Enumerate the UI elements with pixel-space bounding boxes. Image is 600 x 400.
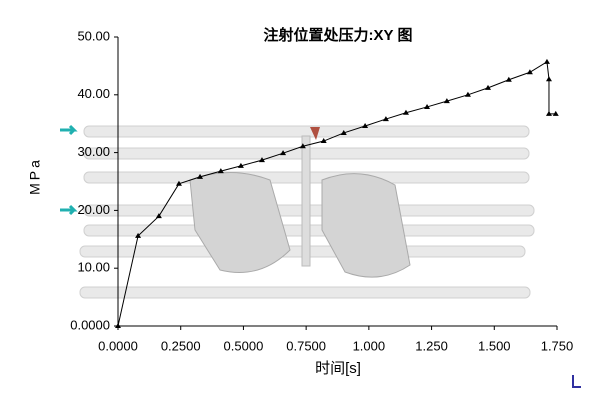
- y-tick-label: 50.00: [77, 28, 110, 43]
- point-marker: [320, 138, 327, 144]
- y-tick-label: 20.00: [77, 202, 110, 217]
- point-marker: [115, 323, 121, 328]
- point-marker: [280, 150, 287, 156]
- y-axis-label: MPa: [27, 157, 43, 195]
- background-model: [60, 124, 581, 388]
- x-axis-label: 时间[s]: [315, 360, 361, 377]
- point-marker: [299, 143, 306, 149]
- point-marker: [424, 103, 431, 109]
- point-marker: [464, 91, 471, 97]
- y-tick-label: 10.00: [77, 260, 110, 275]
- point-marker: [258, 157, 265, 163]
- y-tick-label: 30.00: [77, 144, 110, 159]
- point-marker: [505, 76, 512, 82]
- point-marker: [237, 162, 244, 168]
- x-tick-label: 1.250: [415, 338, 448, 353]
- point-marker: [197, 173, 204, 179]
- x-tick-label: 0.7500: [286, 338, 326, 353]
- point-marker: [443, 98, 450, 104]
- point-marker: [217, 168, 224, 174]
- x-tick-label: 0.2500: [161, 338, 201, 353]
- point-marker: [545, 76, 552, 82]
- point-marker: [175, 180, 182, 186]
- point-marker: [552, 110, 559, 116]
- point-marker: [485, 84, 492, 90]
- point-marker: [135, 232, 142, 238]
- x-tick-label: 1.500: [478, 338, 511, 353]
- x-tick-label: 1.000: [353, 338, 386, 353]
- x-tick-label: 1.750: [541, 338, 574, 353]
- point-marker: [382, 116, 389, 122]
- point-marker: [402, 109, 409, 115]
- point-marker: [340, 129, 347, 135]
- x-tick-label: 0.0000: [98, 338, 138, 353]
- chart-title: 注射位置处压力:XY 图: [264, 26, 413, 44]
- point-marker: [543, 58, 550, 64]
- point-marker: [545, 110, 552, 116]
- point-marker: [362, 123, 369, 129]
- point-marker: [526, 69, 533, 75]
- point-marker: [155, 213, 162, 219]
- y-tick-label: 40.00: [77, 86, 110, 101]
- x-tick-label: 0.5000: [224, 338, 264, 353]
- y-tick-label: 0.0000: [70, 317, 110, 332]
